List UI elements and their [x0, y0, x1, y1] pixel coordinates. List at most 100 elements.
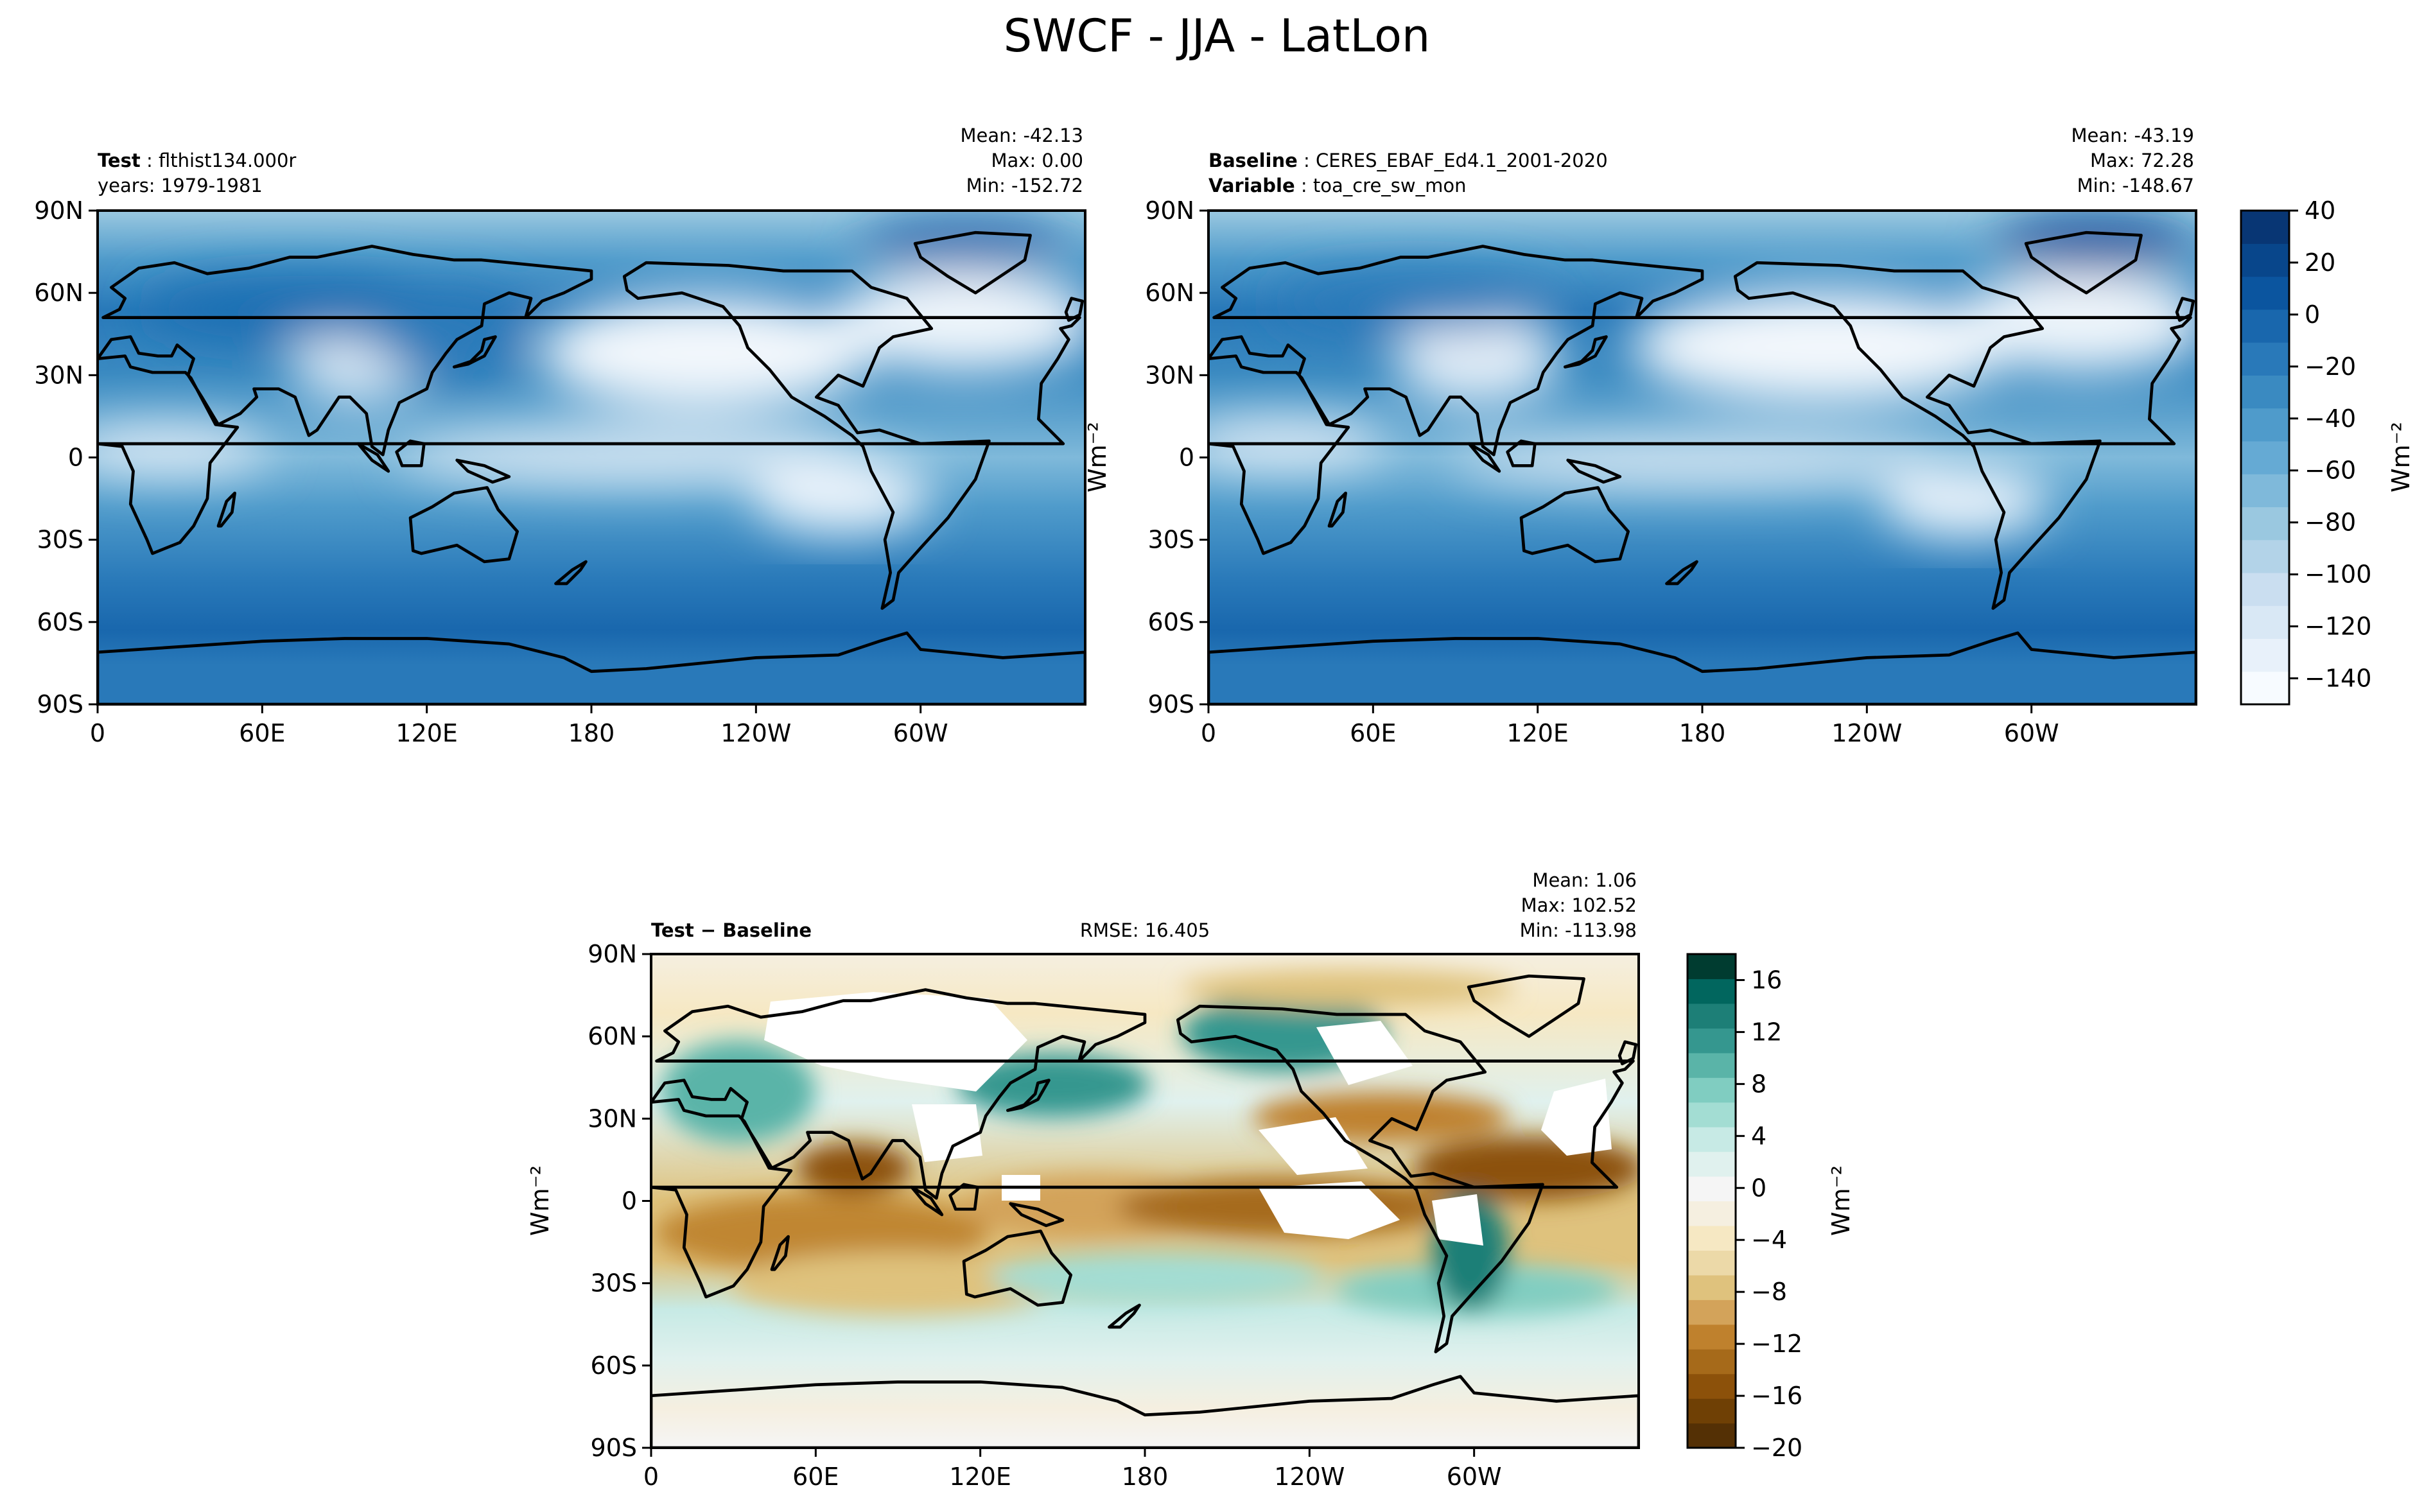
- x-tick-label: 60E: [239, 719, 285, 747]
- difference-label: Test − Baseline: [651, 919, 812, 941]
- colorbar-swatch: [1687, 1398, 1736, 1424]
- x-tick-label: 0: [643, 1463, 659, 1491]
- colorbar-tick-label: −60: [2305, 456, 2356, 485]
- colorbar-swatch: [1687, 1077, 1736, 1103]
- y-tick-label: 60S: [1148, 608, 1194, 636]
- y-tick-label: 60S: [37, 608, 83, 636]
- y-tick-label: 30S: [1148, 526, 1194, 554]
- colorbar-swatch: [1687, 1274, 1736, 1300]
- map-baseline: [1208, 211, 2196, 704]
- baseline-variable: toa_cre_sw_mon: [1313, 175, 1467, 196]
- header-difference: Test − Baseline RMSE: 16.405 Mean: 1.06 …: [651, 869, 1637, 941]
- x-tick-label: 120W: [1274, 1463, 1345, 1491]
- map-test: [98, 211, 1085, 704]
- header-baseline: Baseline : CERES_EBAF_Ed4.1_2001-2020 Va…: [1208, 125, 2194, 196]
- colorbar-swatch: [1687, 1102, 1736, 1127]
- difference-rmse: RMSE: 16.405: [1080, 919, 1210, 941]
- colorbar-swatch: [1687, 1250, 1736, 1276]
- x-tick-label: 180: [1122, 1463, 1169, 1491]
- y-tick-label: 0: [68, 444, 83, 472]
- colorbar-main: 40 20 0 −20 −40 −60 −80 −100 −120 −140: [2240, 196, 2371, 706]
- colorbar-swatch: [2241, 243, 2289, 277]
- variable-label: Variable: [1208, 175, 1295, 196]
- test-mean: Mean: -42.13: [961, 125, 1084, 146]
- x-tick-label: 120E: [949, 1463, 1011, 1491]
- colorbar-swatch: [1687, 1127, 1736, 1152]
- colorbar-diff: 16 12 8 4 0 −4 −8 −12 −16 −20: [1686, 953, 1802, 1462]
- colorbar-tick-label: −140: [2305, 665, 2371, 693]
- colorbar-swatch: [2241, 408, 2289, 442]
- y-tick-label: 60N: [1145, 279, 1194, 307]
- y-tick-label: 60N: [34, 279, 83, 307]
- svg-text:Test : flthist134.000r: Test : flthist134.000r: [98, 150, 296, 171]
- colorbar-tick-label: −20: [2305, 352, 2356, 381]
- colorbar-swatch: [2241, 638, 2289, 672]
- colorbar-swatch: [1687, 1373, 1736, 1399]
- colorbar-tick-label: 0: [1751, 1174, 1766, 1202]
- y-tick-label: 60N: [588, 1022, 637, 1050]
- x-tick-label: 120W: [720, 719, 791, 747]
- colorbar-swatch: [2241, 211, 2289, 244]
- colorbar-diff-label: Wm⁻²: [1827, 1165, 1855, 1236]
- colorbar-swatch: [1687, 954, 1736, 980]
- y-tick-label: 30S: [37, 526, 83, 554]
- colorbar-tick-label: −4: [1751, 1226, 1787, 1254]
- colorbar-tick-label: −100: [2305, 560, 2371, 589]
- colorbar-swatch: [2241, 605, 2289, 639]
- colorbar-tick-label: 12: [1751, 1018, 1782, 1046]
- colorbar-tick-label: −12: [1751, 1330, 1802, 1358]
- panel-baseline: Baseline : CERES_EBAF_Ed4.1_2001-2020 Va…: [1083, 125, 2197, 747]
- colorbar-frame: [1686, 953, 1737, 1449]
- x-tick-label: 60W: [2004, 719, 2059, 747]
- colorbar-swatch: [2241, 342, 2289, 376]
- colorbar-swatch: [2241, 507, 2289, 541]
- axes-test: 0 60E 120E 180 120W 60W 90N 60N 30N 0 30S 60S 90S: [34, 196, 948, 747]
- colorbar-swatch: [1687, 1201, 1736, 1226]
- y-tick-label: 0: [622, 1187, 637, 1215]
- x-tick-label: 180: [568, 719, 615, 747]
- x-tick-label: 60E: [792, 1463, 839, 1491]
- svg-text:Baseline : CERES_EBAF_Ed4.1_20: Baseline : CERES_EBAF_Ed4.1_2001-2020: [1208, 150, 1608, 171]
- y-tick-label: 30S: [591, 1269, 637, 1298]
- colorbar-tick-label: −40: [2305, 404, 2356, 433]
- y-tick-label: 60S: [591, 1351, 637, 1380]
- colorbar-tick-label: 8: [1751, 1070, 1766, 1098]
- colorbar-swatch: [1687, 1028, 1736, 1054]
- test-case-name: flthist134.000r: [159, 150, 296, 171]
- y-tick-label: 30N: [1145, 361, 1194, 389]
- svg-text:Variable : toa_cre_sw_mon: Variable : toa_cre_sw_mon: [1208, 175, 1466, 196]
- colorbar-tick-label: 40: [2305, 196, 2335, 225]
- colorbar-swatch: [2241, 671, 2289, 705]
- colorbar-tick-label: −120: [2305, 613, 2371, 641]
- diff-white-patches: [764, 992, 1612, 1246]
- x-tick-label: 60W: [1447, 1463, 1502, 1491]
- colorbar-swatch: [2241, 276, 2289, 310]
- colorbar-swatch: [1687, 1324, 1736, 1350]
- test-label: Test: [98, 150, 141, 171]
- colorbar-swatch: [1687, 1003, 1736, 1029]
- panel-test: Test : flthist134.000r years: 1979-1981 …: [34, 125, 1086, 747]
- baseline-min: Min: -148.67: [2077, 175, 2194, 196]
- y-tick-label: 90S: [591, 1434, 637, 1462]
- panel-difference: Test − Baseline RMSE: 16.405 Mean: 1.06 …: [526, 869, 1640, 1491]
- difference-ylabel: Wm⁻²: [526, 1165, 554, 1236]
- x-tick-label: 60E: [1350, 719, 1396, 747]
- y-tick-label: 90N: [34, 196, 83, 225]
- colorbar-tick-label: 4: [1751, 1122, 1766, 1150]
- y-tick-label: 90S: [1148, 690, 1194, 718]
- baseline-mean: Mean: -43.19: [2071, 125, 2195, 146]
- colorbar-swatch: [1687, 1052, 1736, 1078]
- colorbar-tick-label: 16: [1751, 966, 1782, 994]
- x-tick-label: 120W: [1831, 719, 1902, 747]
- x-tick-label: 180: [1679, 719, 1726, 747]
- test-years: years: 1979-1981: [98, 175, 263, 196]
- test-min: Min: -152.72: [966, 175, 1083, 196]
- colorbar-tick-label: 0: [2305, 300, 2320, 329]
- x-tick-label: 60W: [893, 719, 948, 747]
- colorbar-swatch: [1687, 1176, 1736, 1202]
- baseline-max: Max: 72.28: [2090, 150, 2194, 171]
- colorbar-tick-label: 20: [2305, 248, 2335, 277]
- baseline-label: Baseline: [1208, 150, 1298, 171]
- colorbar-tick-label: −8: [1751, 1278, 1787, 1306]
